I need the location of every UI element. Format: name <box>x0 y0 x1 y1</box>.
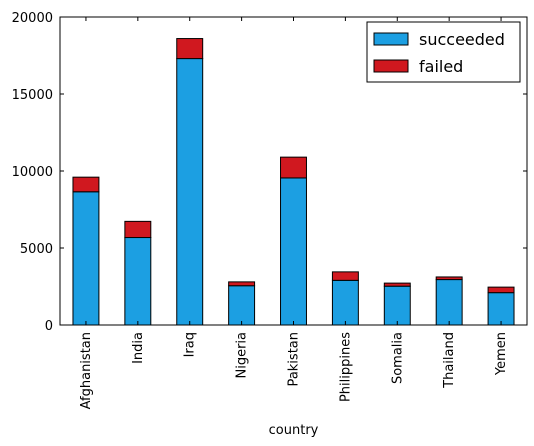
bar-succeeded-india <box>124 237 152 326</box>
legend-swatch-failed <box>373 59 409 73</box>
bar-failed-afghanistan <box>72 176 100 193</box>
bar-failed-philippines <box>331 271 359 281</box>
y-tick-label-5000: 5000 <box>20 242 53 257</box>
x-tick-label-iraq: Iraq <box>183 332 198 357</box>
x-axis-label: country <box>269 423 319 438</box>
bar-succeeded-afghanistan <box>72 191 100 326</box>
bar-failed-thailand <box>435 276 463 281</box>
x-tick-label-yemen: Yemen <box>494 332 509 376</box>
x-tick-label-india: India <box>131 332 146 364</box>
bar-succeeded-pakistan <box>280 177 307 326</box>
bar-failed-iraq <box>176 38 204 60</box>
bar-failed-pakistan <box>280 156 307 179</box>
x-tick-label-philippines: Philippines <box>338 332 353 402</box>
legend: succeeded failed <box>366 21 521 83</box>
x-tick-label-pakistan: Pakistan <box>287 332 302 386</box>
bar-failed-somalia <box>383 282 411 287</box>
bar-succeeded-yemen <box>487 292 515 326</box>
legend-swatch-succeeded <box>373 32 409 46</box>
bar-succeeded-philippines <box>331 279 359 326</box>
bar-failed-nigeria <box>228 281 256 287</box>
x-tick-label-somalia: Somalia <box>390 332 405 384</box>
y-tick-label-10000: 10000 <box>12 165 53 180</box>
y-tick-label-15000: 15000 <box>12 88 53 103</box>
ticks-layer: Afghanistan India Iraq Nigeria Pakistan Phili… <box>12 11 527 409</box>
plot-area-frame <box>59 16 528 326</box>
bar-succeeded-thailand <box>435 279 463 326</box>
y-tick-label-20000: 20000 <box>12 11 53 26</box>
legend-label-succeeded: succeeded <box>419 30 505 49</box>
bar-succeeded-nigeria <box>228 285 256 326</box>
x-tick-label-thailand: Thailand <box>442 332 457 389</box>
bar-succeeded-iraq <box>176 58 204 326</box>
y-tick-label-0: 0 <box>45 319 53 334</box>
x-tick-label-nigeria: Nigeria <box>235 332 250 379</box>
bar-failed-india <box>124 220 152 239</box>
x-tick-label-afghanistan: Afghanistan <box>79 332 94 409</box>
bar-succeeded-somalia <box>383 285 411 326</box>
bars-layer <box>72 38 515 326</box>
bar-failed-yemen <box>487 286 515 294</box>
legend-label-failed: failed <box>419 57 463 76</box>
